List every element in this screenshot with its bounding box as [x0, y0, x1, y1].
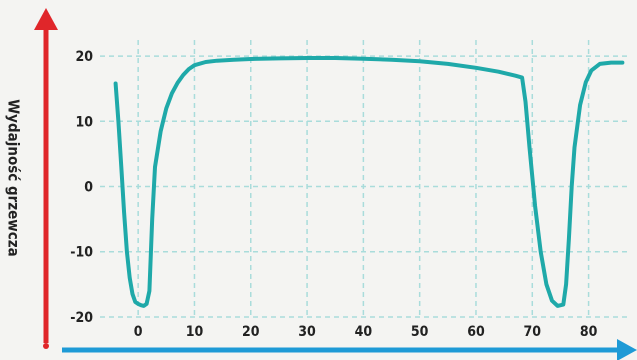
series-line: [113, 56, 625, 308]
y-tick-labels: 20 10 0 -10 -20: [70, 49, 93, 326]
x-axis-arrowhead: [617, 339, 637, 360]
x-tick-label-5: 50: [411, 324, 429, 340]
y-tick-label-3: -10: [70, 245, 93, 261]
y-axis-label: Wydajność grzewcza: [5, 99, 23, 256]
y-axis-arrowhead: [34, 8, 58, 30]
grid-lines: [100, 40, 628, 318]
axis-origin-dot: [43, 343, 49, 349]
x-tick-label-8: 80: [580, 324, 598, 340]
y-tick-label-0: 20: [75, 49, 93, 65]
x-tick-label-1: 10: [186, 324, 204, 340]
x-tick-label-4: 40: [355, 324, 373, 340]
y-tick-label-4: -20: [70, 310, 93, 326]
y-tick-label-2: 0: [84, 180, 93, 196]
x-tick-label-0: 0: [134, 324, 143, 340]
x-tick-labels: 0 10 20 30 40 50 60 70 80: [134, 324, 598, 340]
x-tick-label-2: 20: [242, 324, 260, 340]
x-tick-label-3: 30: [298, 324, 316, 340]
y-tick-label-1: 10: [75, 114, 93, 130]
x-tick-label-7: 70: [524, 324, 542, 340]
x-tick-label-6: 60: [467, 324, 485, 340]
